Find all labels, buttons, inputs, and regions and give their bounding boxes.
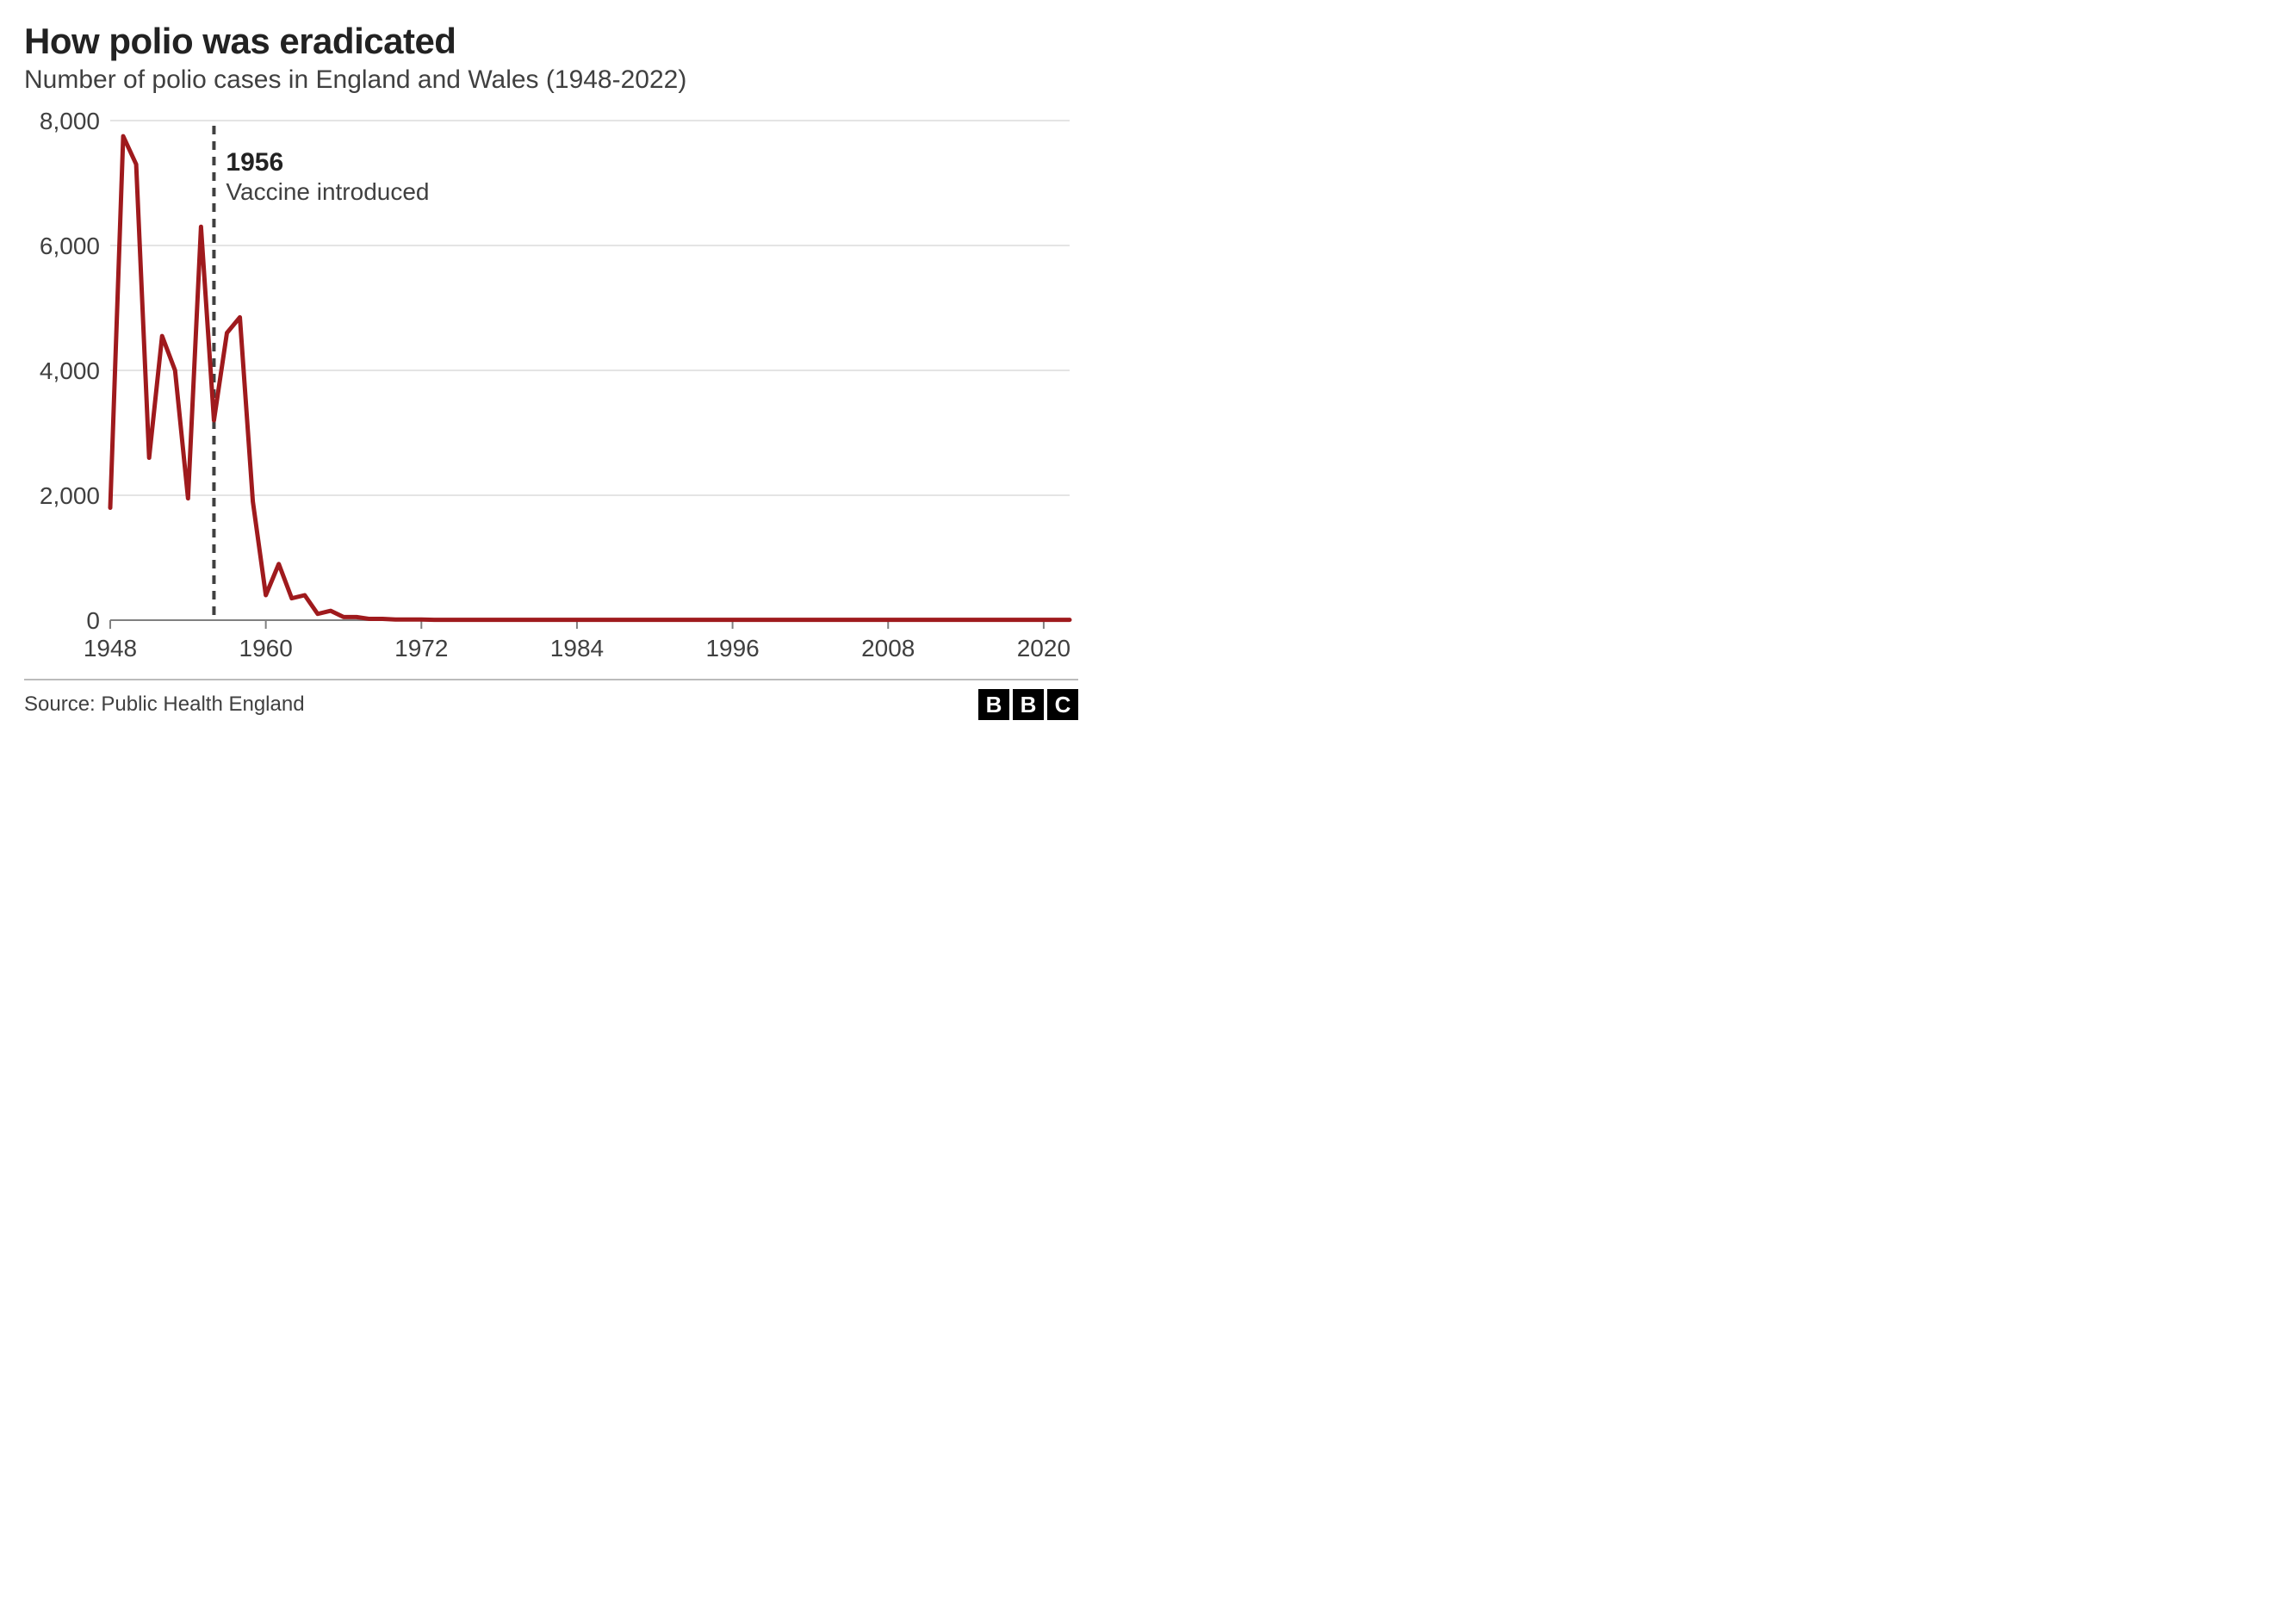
bbc-logo: B B C bbox=[978, 689, 1078, 720]
svg-text:8,000: 8,000 bbox=[40, 108, 100, 134]
svg-text:Vaccine introduced: Vaccine introduced bbox=[226, 178, 429, 205]
bbc-logo-letter: B bbox=[978, 689, 1009, 720]
svg-text:1996: 1996 bbox=[705, 635, 759, 662]
svg-text:2,000: 2,000 bbox=[40, 482, 100, 509]
svg-text:1960: 1960 bbox=[239, 635, 293, 662]
svg-text:2008: 2008 bbox=[861, 635, 915, 662]
svg-text:1948: 1948 bbox=[84, 635, 137, 662]
svg-text:4,000: 4,000 bbox=[40, 357, 100, 384]
chart-source: Source: Public Health England bbox=[24, 693, 305, 717]
svg-text:0: 0 bbox=[86, 607, 100, 634]
svg-text:6,000: 6,000 bbox=[40, 233, 100, 259]
bbc-logo-letter: C bbox=[1047, 689, 1078, 720]
chart-subtitle: Number of polio cases in England and Wal… bbox=[24, 65, 1078, 95]
svg-text:1956: 1956 bbox=[226, 148, 283, 177]
svg-text:2020: 2020 bbox=[1017, 635, 1070, 662]
chart-title: How polio was eradicated bbox=[24, 21, 1078, 62]
line-chart: 0 2,000 4,000 6,000 8,000 1948 1960 1972 1984 199… bbox=[24, 103, 1078, 672]
svg-text:1984: 1984 bbox=[550, 635, 604, 662]
svg-text:1972: 1972 bbox=[394, 635, 448, 662]
bbc-logo-letter: B bbox=[1013, 689, 1044, 720]
